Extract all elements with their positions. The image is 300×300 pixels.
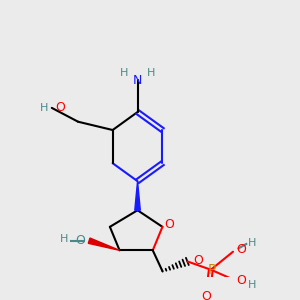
- Text: H: H: [147, 68, 155, 78]
- Text: H: H: [40, 103, 49, 113]
- Polygon shape: [135, 181, 140, 210]
- Text: O: O: [201, 290, 211, 300]
- Text: O: O: [193, 254, 203, 266]
- Text: O: O: [75, 234, 85, 247]
- Text: P: P: [207, 263, 216, 277]
- Text: H: H: [248, 280, 256, 290]
- Text: O: O: [236, 243, 246, 256]
- Text: H: H: [120, 68, 128, 78]
- Text: H: H: [60, 234, 68, 244]
- Text: O: O: [55, 101, 65, 114]
- Text: H: H: [248, 238, 256, 248]
- Text: O: O: [164, 218, 174, 231]
- Polygon shape: [88, 238, 120, 250]
- Text: O: O: [236, 274, 246, 287]
- Text: N: N: [133, 74, 142, 87]
